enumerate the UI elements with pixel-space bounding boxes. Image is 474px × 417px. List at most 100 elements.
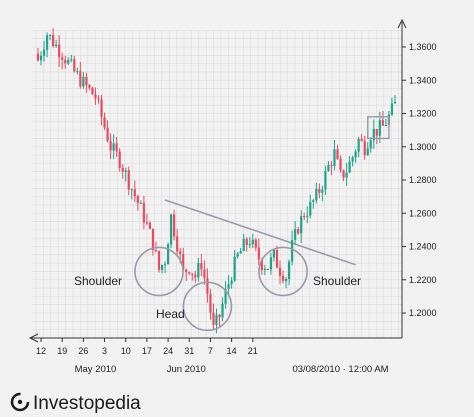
- candle-body: [79, 71, 82, 87]
- candle-body: [378, 120, 381, 136]
- candle-body: [266, 268, 270, 270]
- candle-body: [212, 312, 215, 325]
- candle-body: [42, 49, 46, 56]
- candle-body: [221, 303, 224, 318]
- candle-body: [139, 202, 142, 204]
- candle-body: [318, 188, 321, 193]
- candle-body: [36, 53, 40, 61]
- candle-body: [94, 94, 97, 99]
- x-tick-label: 21: [248, 346, 258, 356]
- head-label: Head: [156, 307, 185, 321]
- candle-body: [351, 157, 354, 162]
- candle-body: [124, 170, 127, 172]
- candle-body: [227, 284, 230, 289]
- candle-body: [366, 148, 369, 156]
- x-tick-label: 3: [102, 346, 107, 356]
- candle-body: [281, 275, 285, 281]
- candle-body: [236, 253, 239, 257]
- candle-body: [303, 216, 306, 218]
- x-tick-label: 26: [78, 346, 88, 356]
- y-axis-ticks: 1.3600 1.3400 1.3200 1.3000 1.2800 1.2600 1.24…: [402, 42, 437, 318]
- candle-body: [45, 35, 49, 50]
- candle-body: [160, 264, 164, 270]
- candle-body: [245, 238, 248, 246]
- candle-body: [179, 251, 182, 255]
- y-tick-label: 1.2600: [409, 208, 437, 218]
- candle-body: [390, 103, 394, 115]
- candle-body: [321, 189, 324, 193]
- candle-body: [300, 216, 303, 234]
- candle-body: [145, 222, 149, 224]
- candle-body: [163, 264, 167, 266]
- candle-body: [239, 251, 242, 254]
- candle-body: [55, 44, 58, 47]
- candle-body: [206, 278, 209, 294]
- candle-body: [330, 164, 333, 167]
- candle-body: [70, 59, 73, 61]
- candle-body: [121, 167, 124, 172]
- candle-body: [82, 76, 85, 87]
- candle-body: [76, 71, 79, 73]
- candle-body: [151, 228, 155, 251]
- y-axis-arrow-icon: [397, 18, 407, 29]
- candle-body: [115, 143, 118, 152]
- candle-body: [97, 98, 100, 100]
- chart-grid: [32, 30, 402, 338]
- candle-body: [263, 268, 266, 271]
- candle-body: [260, 259, 263, 271]
- candle-body: [287, 261, 291, 280]
- candle-body: [381, 120, 384, 126]
- candle-body: [372, 128, 375, 141]
- y-tick-label: 1.2200: [409, 275, 437, 285]
- x-tick-label: 14: [227, 346, 237, 356]
- candle-body: [257, 247, 260, 260]
- candle-body: [363, 140, 366, 156]
- candle-body: [100, 99, 103, 117]
- logo-dot-icon: [17, 399, 23, 405]
- candle-body: [354, 151, 357, 158]
- right-shoulder-circle: [258, 246, 308, 297]
- candle-body: [118, 151, 121, 168]
- candle-body: [294, 229, 297, 241]
- candle-body: [291, 240, 294, 262]
- candle-body: [182, 254, 185, 270]
- y-tick-label: 1.3200: [409, 109, 437, 119]
- candle-body: [58, 44, 61, 58]
- candle-body: [200, 263, 203, 270]
- logo-text: Investopedia: [33, 393, 141, 414]
- x-tick-label: 31: [184, 346, 194, 356]
- candle-body: [209, 293, 212, 313]
- candle-body: [230, 280, 233, 285]
- right-shoulder-label: Shoulder: [313, 274, 361, 288]
- candle-body: [324, 170, 327, 190]
- candle-body: [67, 59, 70, 64]
- x-axis-ticks: 12 19 26 3 10 17 24 31 7 14 21: [36, 338, 258, 356]
- left-shoulder-circle: [134, 246, 184, 297]
- candle-body: [64, 59, 67, 64]
- month-label: 03/08/2010 · 12:00 AM: [292, 364, 388, 375]
- candle-body: [251, 239, 254, 245]
- head-circle: [182, 281, 233, 332]
- x-tick-label: 17: [142, 346, 152, 356]
- candle-body: [248, 244, 251, 246]
- x-tick-label: 24: [163, 346, 173, 356]
- candle-body: [218, 314, 221, 318]
- candle-body: [85, 76, 88, 86]
- candle-body: [49, 35, 52, 37]
- candle-body: [103, 116, 106, 128]
- candle-body: [154, 250, 158, 252]
- candle-body: [272, 249, 276, 258]
- candle-body: [188, 272, 191, 274]
- candle-body: [333, 149, 336, 167]
- candle-body: [339, 158, 342, 171]
- candle-body: [306, 215, 309, 217]
- candle-body: [170, 214, 173, 245]
- candle-body: [127, 170, 130, 190]
- candle-body: [357, 138, 360, 152]
- left-shoulder-label: Shoulder: [74, 274, 122, 288]
- candle-body: [369, 140, 372, 149]
- breakout-highlight-box: [367, 116, 390, 140]
- candle-body: [112, 143, 115, 151]
- y-tick-label: 1.3600: [409, 42, 437, 52]
